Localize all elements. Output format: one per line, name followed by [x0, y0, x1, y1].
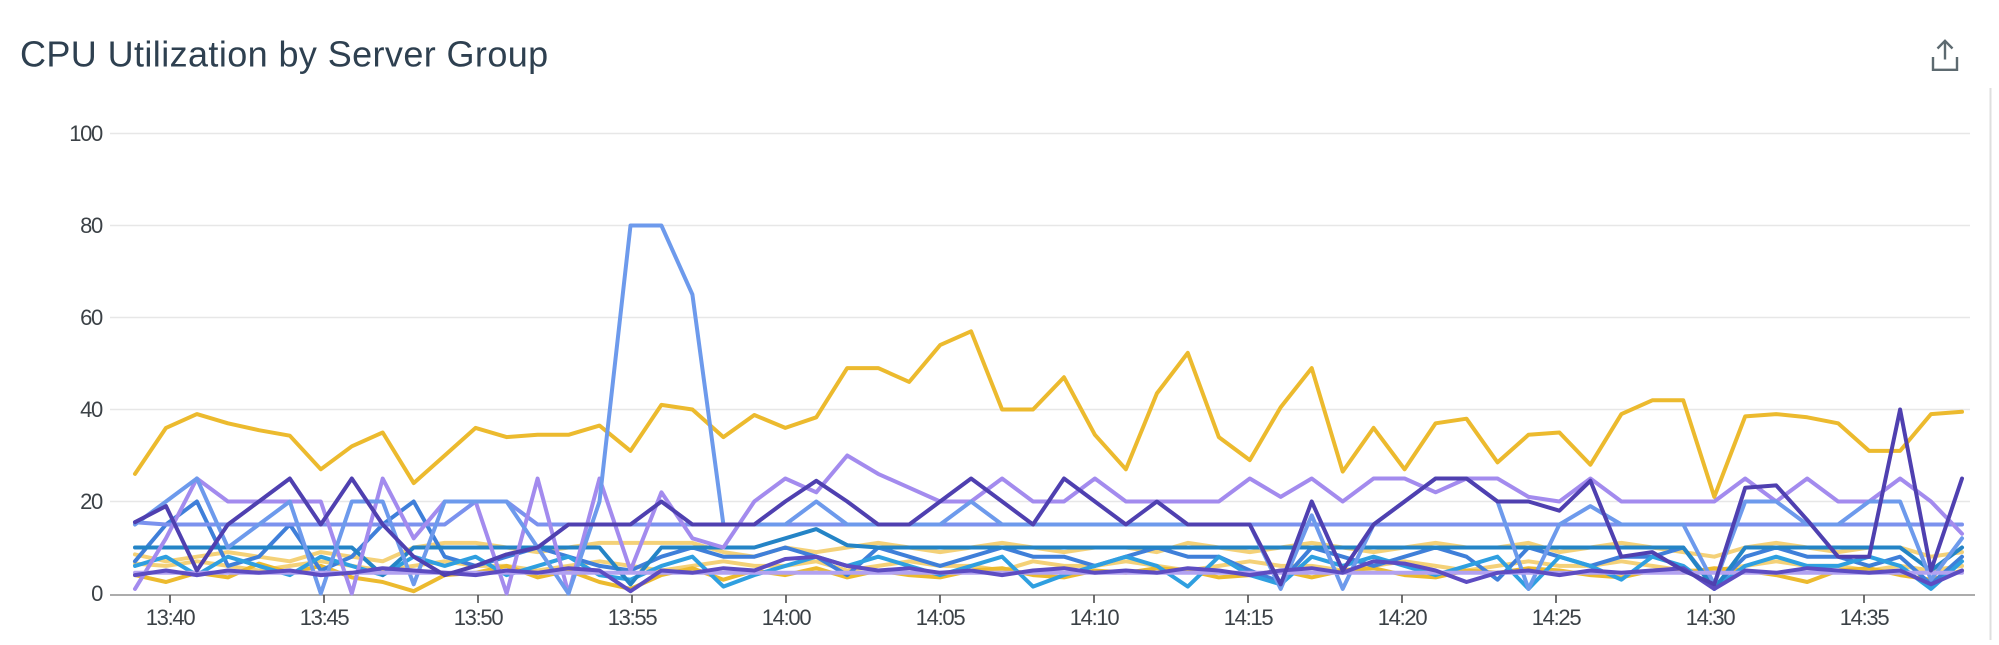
svg-text:14:35: 14:35 — [1840, 605, 1890, 630]
svg-text:13:40: 13:40 — [146, 605, 196, 630]
svg-text:14:15: 14:15 — [1224, 605, 1274, 630]
svg-text:13:55: 13:55 — [608, 605, 658, 630]
svg-text:14:10: 14:10 — [1070, 605, 1120, 630]
svg-text:0: 0 — [91, 581, 103, 606]
svg-text:40: 40 — [80, 397, 103, 422]
svg-text:14:30: 14:30 — [1686, 605, 1736, 630]
svg-text:20: 20 — [80, 489, 103, 514]
svg-text:14:20: 14:20 — [1378, 605, 1428, 630]
svg-text:13:45: 13:45 — [300, 605, 350, 630]
svg-text:CPU Utilization by Server Grou: CPU Utilization by Server Group — [20, 34, 549, 75]
svg-text:14:25: 14:25 — [1532, 605, 1582, 630]
svg-text:100: 100 — [69, 121, 103, 146]
svg-text:60: 60 — [80, 305, 103, 330]
svg-text:13:50: 13:50 — [454, 605, 504, 630]
svg-text:14:00: 14:00 — [762, 605, 812, 630]
svg-text:80: 80 — [80, 213, 103, 238]
svg-text:14:05: 14:05 — [916, 605, 966, 630]
